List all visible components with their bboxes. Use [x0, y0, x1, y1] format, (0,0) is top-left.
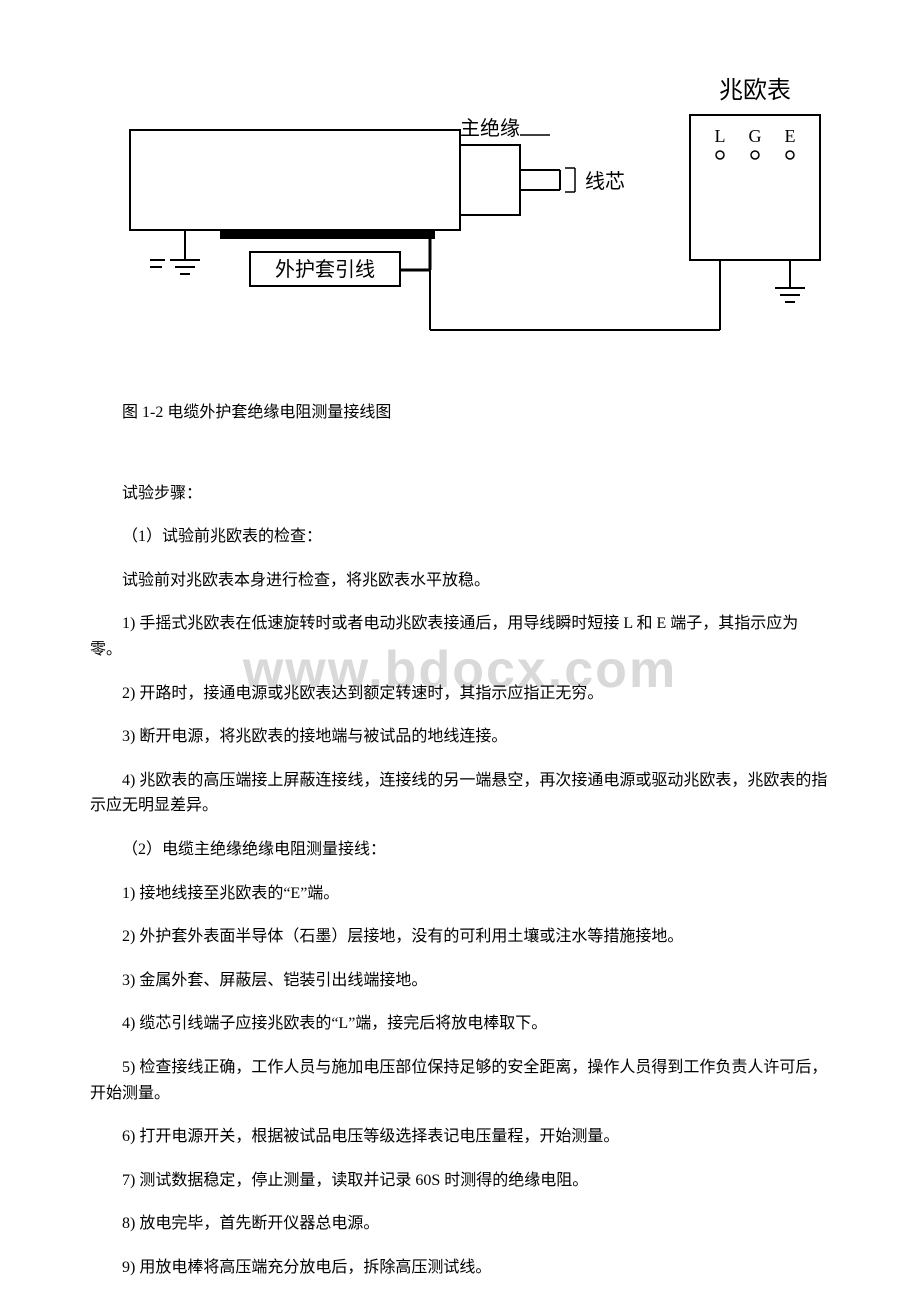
p-8: 1) 接地线接至兆欧表的“E”端。: [90, 881, 830, 907]
terminal-g-label: G: [749, 126, 762, 146]
p-16: 9) 用放电棒将高压端充分放电后，拆除高压测试线。: [90, 1255, 830, 1281]
core-label: 线芯: [585, 170, 625, 193]
figure-caption: 图 1-2 电缆外护套绝缘电阻测量接线图: [90, 400, 830, 426]
sheath-lead-label: 外护套引线: [275, 258, 375, 281]
cable-mid: [460, 145, 520, 215]
p-9: 2) 外护套外表面半导体（石墨）层接地，没有的可利用土壤或注水等措施接地。: [90, 924, 830, 950]
p-2: 试验前对兆欧表本身进行检查，将兆欧表水平放稳。: [90, 568, 830, 594]
p-15: 8) 放电完毕，首先断开仪器总电源。: [90, 1211, 830, 1237]
p-5: 3) 断开电源，将兆欧表的接地端与被试品的地线连接。: [90, 724, 830, 750]
p-6: 4) 兆欧表的高压端接上屏蔽连接线，连接线的另一端悬空，再次接通电源或驱动兆欧表…: [90, 768, 830, 819]
p-12: 5) 检查接线正确，工作人员与施加电压部位保持足够的安全距离，操作人员得到工作负…: [90, 1055, 830, 1106]
p-1: （1）试验前兆欧表的检查：: [90, 524, 830, 550]
p-0: 试验步骤：: [90, 481, 830, 507]
wiring-diagram: 兆欧表 L G E 主绝缘 线芯: [90, 60, 830, 360]
terminal-e-label: E: [785, 126, 796, 146]
meter-title: 兆欧表: [719, 77, 791, 104]
p-3: 1) 手摇式兆欧表在低速旋转时或者电动兆欧表接通后，用导线瞬时短接 L 和 E …: [90, 611, 830, 662]
cable-outer: [130, 130, 460, 230]
p-13: 6) 打开电源开关，根据被试品电压等级选择表记电压量程，开始测量。: [90, 1124, 830, 1150]
terminal-g: [751, 151, 759, 159]
terminal-l: [716, 151, 724, 159]
terminal-l-label: L: [715, 126, 726, 146]
main-insul-label: 主绝缘: [460, 117, 520, 140]
p-10: 3) 金属外套、屏蔽层、铠装引出线端接地。: [90, 968, 830, 994]
p-4: 2) 开路时，接通电源或兆欧表达到额定转速时，其指示应指正无穷。: [90, 681, 830, 707]
p-11: 4) 缆芯引线端子应接兆欧表的“L”端，接完后将放电棒取下。: [90, 1011, 830, 1037]
terminal-e: [786, 151, 794, 159]
p-14: 7) 测试数据稳定，停止测量，读取并记录 60S 时测得的绝缘电阻。: [90, 1168, 830, 1194]
p-7: （2）电缆主绝缘绝缘电阻测量接线：: [90, 837, 830, 863]
